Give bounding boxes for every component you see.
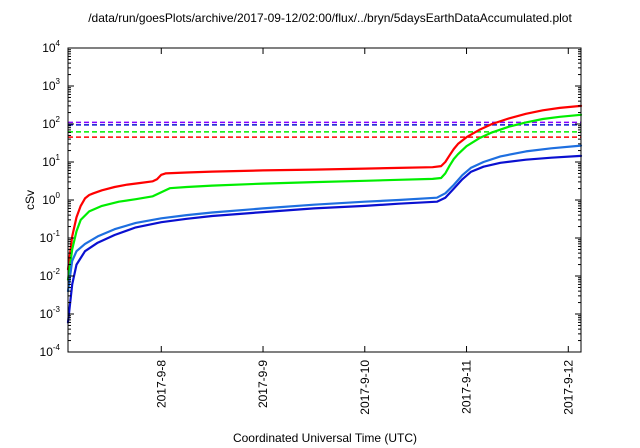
plot-frame — [67, 47, 582, 353]
x-tick-label-4: 2017-9-12 — [561, 360, 575, 415]
series-line-4 — [66, 154, 583, 324]
y-tick-label-1: 10-3 — [40, 305, 61, 321]
y-tick-label-6: 102 — [42, 115, 60, 131]
x-tick-label-2: 2017-9-10 — [358, 360, 372, 415]
y-tick-label-3: 10-1 — [40, 229, 61, 245]
x-tick-label-0: 2017-9-8 — [154, 360, 168, 408]
series-line-1 — [66, 104, 583, 271]
series-line-2 — [66, 113, 583, 281]
axes: 10-4 10-3 10-2 10-1 100 101 102 103 104 2017-9-8 2… — [40, 39, 582, 415]
reference-lines — [68, 121, 581, 138]
y-tick-label-2: 10-2 — [40, 267, 61, 283]
y-tick-label-5: 101 — [42, 153, 60, 169]
series-group — [66, 104, 583, 324]
x-axis-label: Coordinated Universal Time (UTC) — [233, 431, 417, 445]
y-axis-label: cSv — [23, 190, 37, 210]
series-line-3 — [66, 144, 583, 293]
y-tick-label-7: 103 — [42, 77, 60, 93]
y-tick-label-4: 100 — [42, 191, 60, 207]
x-tick-label-3: 2017-9-11 — [460, 360, 474, 414]
y-tick-label-0: 10-4 — [40, 343, 61, 359]
x-tick-label-1: 2017-9-9 — [256, 360, 270, 408]
y-tick-label-8: 104 — [42, 39, 60, 55]
chart-title: /data/run/goesPlots/archive/2017-09-12/0… — [88, 11, 572, 25]
